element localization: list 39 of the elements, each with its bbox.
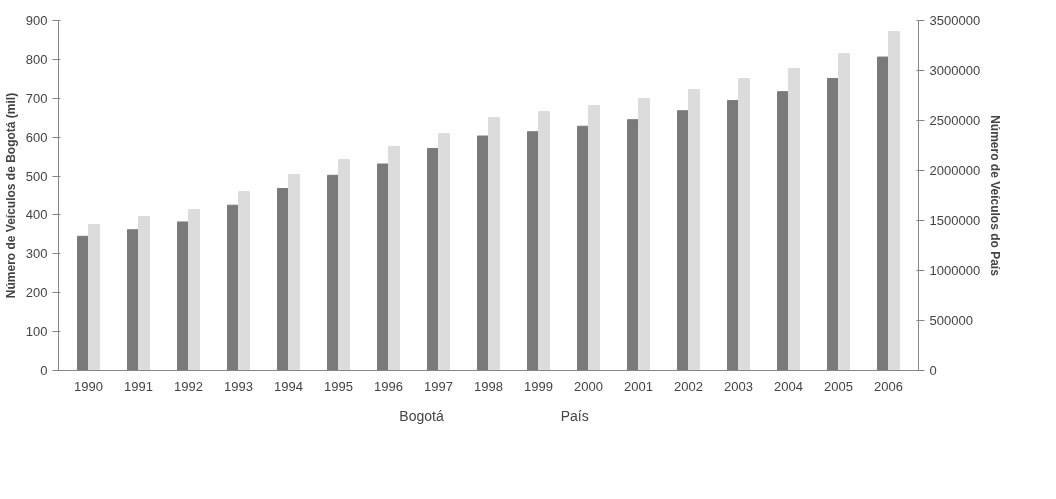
x-tick-label: 1991 bbox=[124, 378, 153, 394]
x-tick-label: 1997 bbox=[424, 378, 453, 394]
x-tick-label: 1998 bbox=[474, 378, 503, 394]
x-tick-label: 2003 bbox=[724, 378, 753, 394]
y2-tick-label: 3000000 bbox=[929, 63, 981, 78]
y2-tick-label: 500000 bbox=[929, 313, 973, 328]
y-tick-label: 400 bbox=[25, 207, 48, 223]
y2-tick-label: 3500000 bbox=[929, 13, 981, 28]
y2-tick-label: 2500000 bbox=[929, 113, 981, 128]
x-tick-label: 1993 bbox=[224, 378, 253, 394]
x-tick-label: 2002 bbox=[674, 378, 703, 394]
y-tick-label: 800 bbox=[25, 51, 48, 67]
x-tick-label: 2000 bbox=[574, 378, 603, 394]
text: Bogotá bbox=[399, 407, 444, 424]
y-tick-label: 200 bbox=[25, 285, 48, 301]
x-tick-label: 1999 bbox=[524, 378, 553, 394]
y-tick-label: 700 bbox=[25, 90, 48, 106]
y2-tick-label: 2000000 bbox=[929, 163, 981, 178]
text: País bbox=[560, 407, 589, 424]
x-tick-label: 2004 bbox=[774, 378, 803, 394]
x-tick-label: 1990 bbox=[74, 378, 103, 394]
y-tick-label: 300 bbox=[25, 246, 48, 262]
x-tick-label: 1995 bbox=[324, 378, 353, 394]
y-axis-title: Número de Veículos de Bogotá (mil) bbox=[3, 92, 18, 299]
y-tick-label: 0 bbox=[40, 363, 48, 378]
y-tick-label: 900 bbox=[25, 13, 48, 28]
y2-tick-label: 1500000 bbox=[929, 213, 981, 228]
y-tick-label: 500 bbox=[25, 168, 48, 184]
y-tick-label: 600 bbox=[25, 129, 48, 145]
y2-tick-label: 1000000 bbox=[929, 263, 981, 278]
x-tick-label: 2006 bbox=[874, 378, 903, 394]
x-tick-label: 1994 bbox=[274, 378, 303, 394]
x-tick-label: 2005 bbox=[824, 378, 853, 394]
y-tick-label: 100 bbox=[25, 324, 48, 340]
x-tick-label: 2001 bbox=[624, 378, 653, 394]
x-tick-label: 1992 bbox=[174, 378, 203, 394]
y2-axis-title: Número de Veículos do País bbox=[988, 115, 1003, 277]
x-tick-label: 1996 bbox=[374, 378, 403, 394]
y2-tick-label: 0 bbox=[929, 363, 937, 378]
